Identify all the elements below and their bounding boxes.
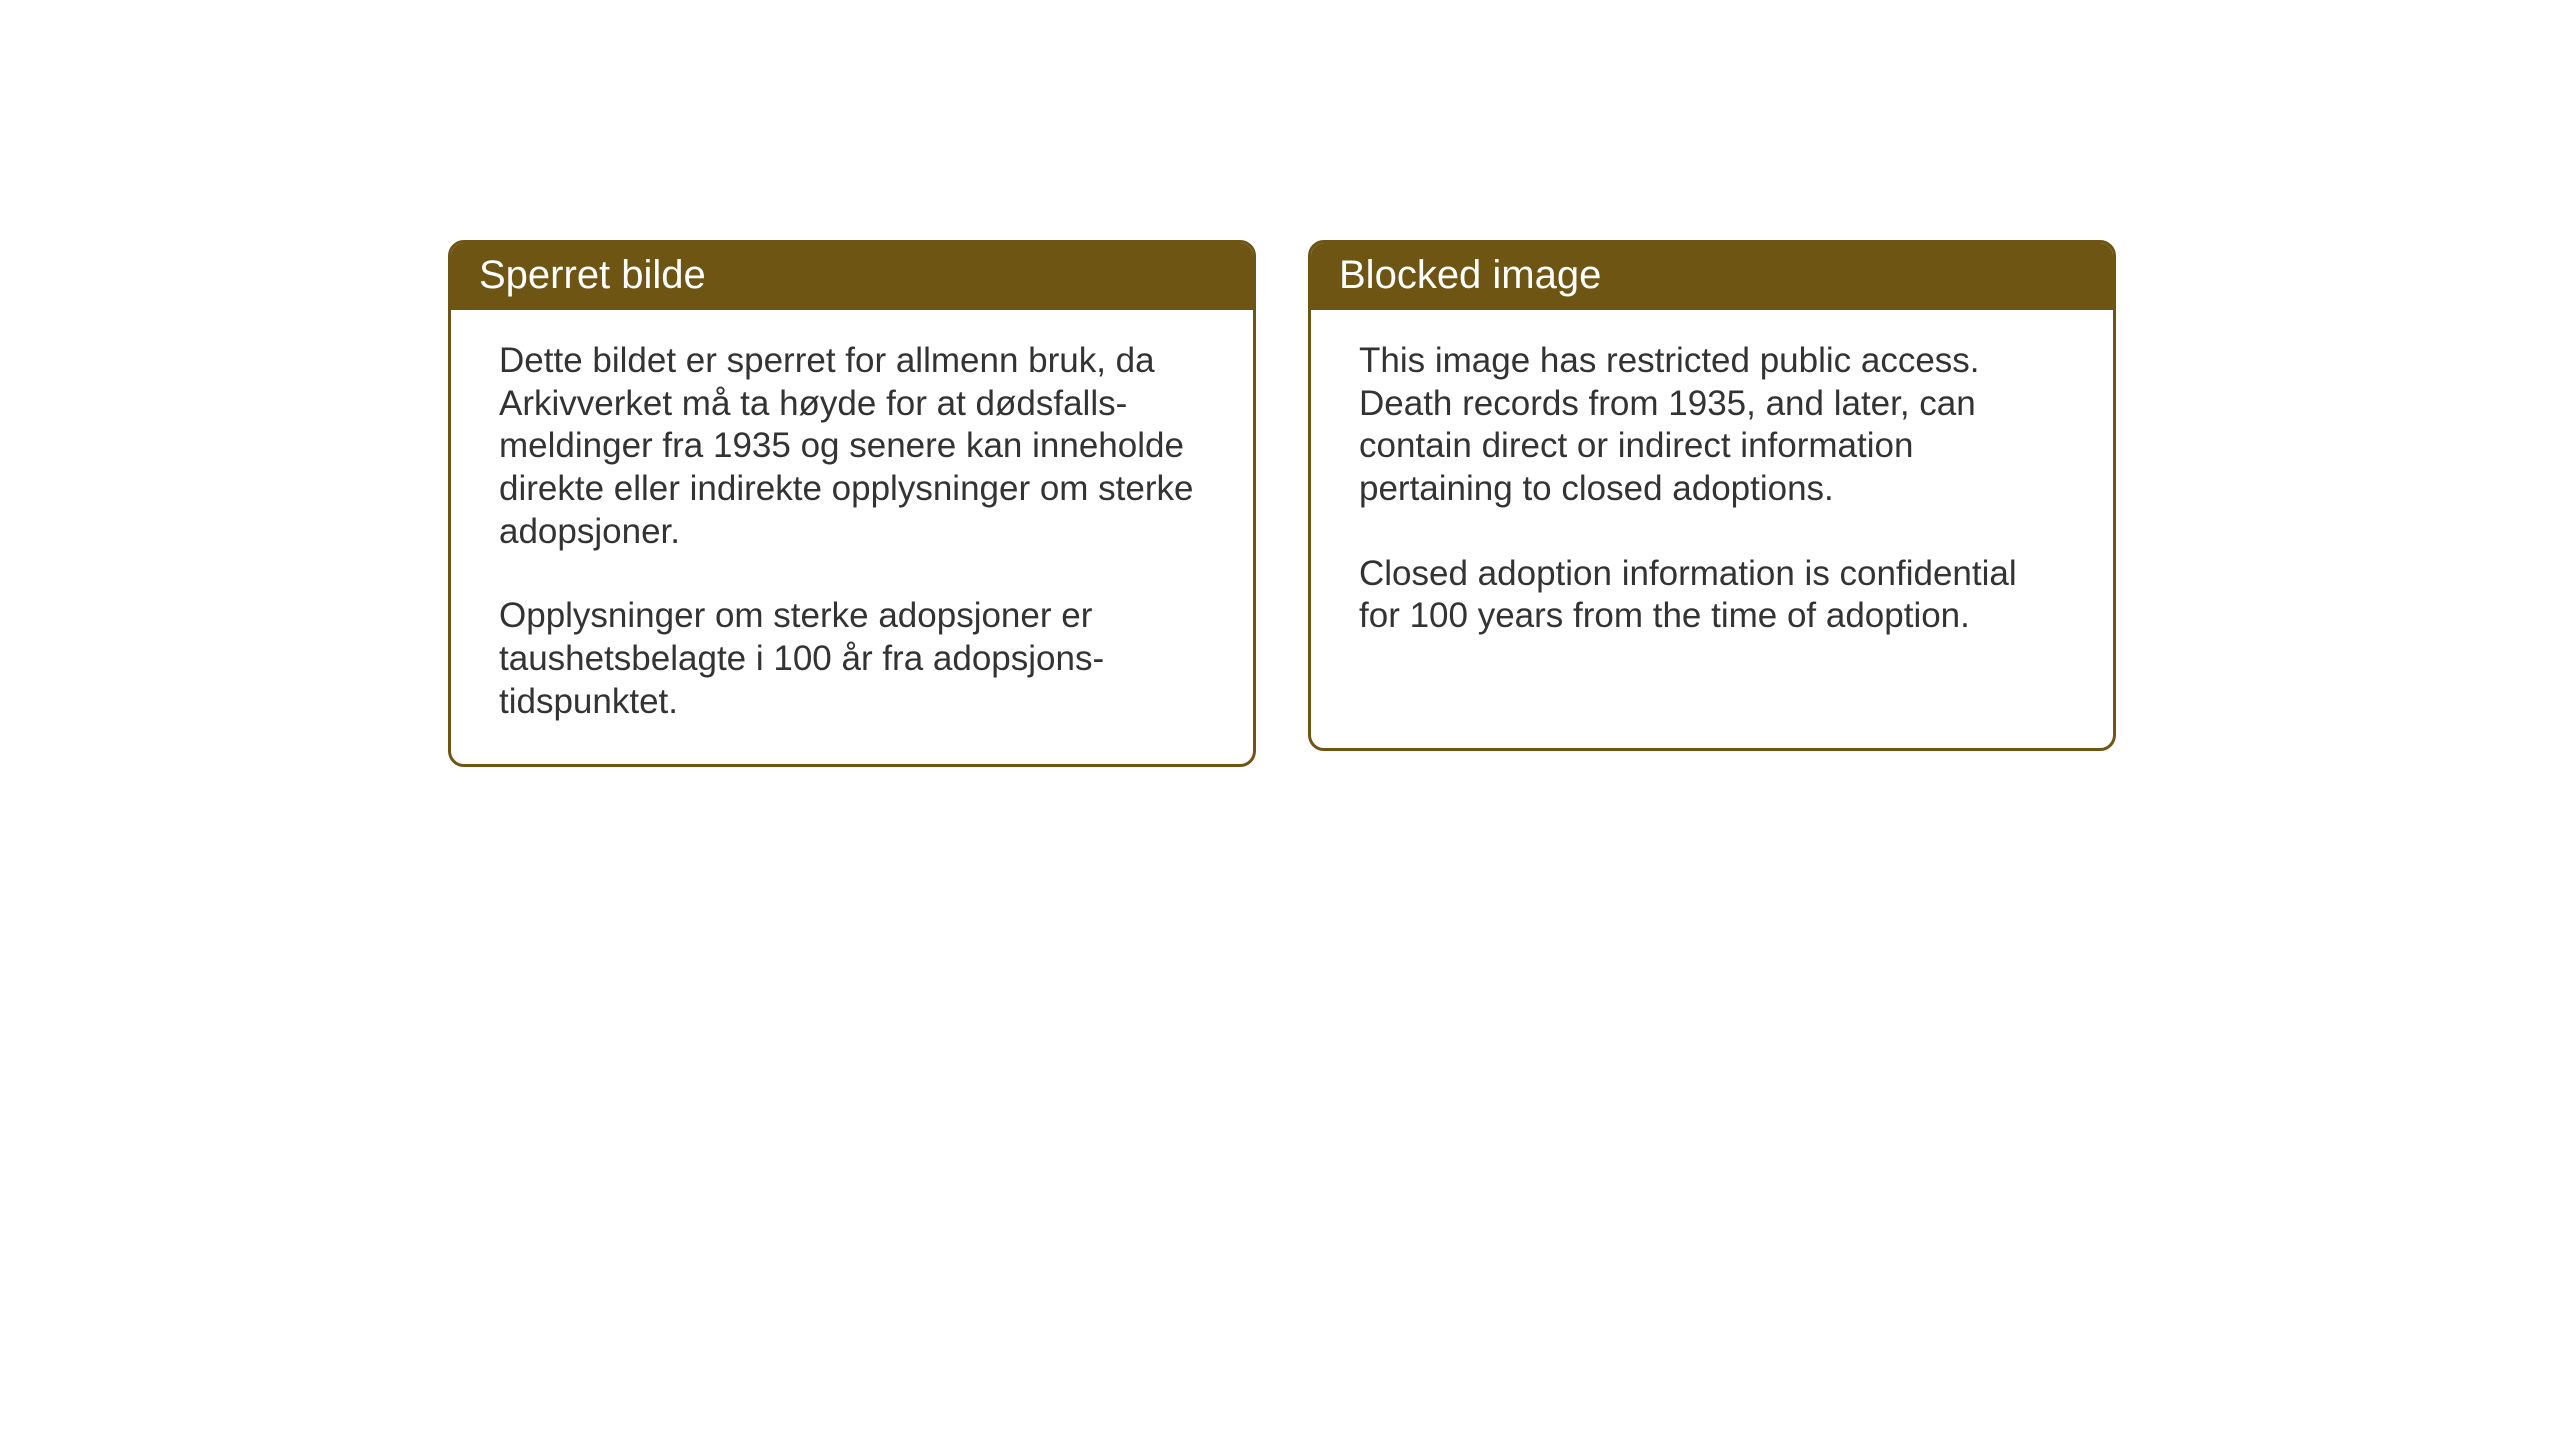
- notice-box-english: Blocked image This image has restricted …: [1308, 240, 2116, 751]
- notice-body-norwegian: Dette bildet er sperret for allmenn bruk…: [451, 310, 1253, 764]
- notice-paragraph-1-norwegian: Dette bildet er sperret for allmenn bruk…: [499, 340, 1205, 553]
- notice-container: Sperret bilde Dette bildet er sperret fo…: [448, 240, 2116, 767]
- notice-paragraph-2-norwegian: Opplysninger om sterke adopsjoner er tau…: [499, 595, 1205, 723]
- notice-paragraph-2-english: Closed adoption information is confident…: [1359, 553, 2065, 638]
- notice-paragraph-1-english: This image has restricted public access.…: [1359, 340, 2065, 511]
- notice-body-english: This image has restricted public access.…: [1311, 310, 2113, 678]
- notice-header-english: Blocked image: [1311, 243, 2113, 310]
- notice-header-norwegian: Sperret bilde: [451, 243, 1253, 310]
- notice-title-norwegian: Sperret bilde: [479, 253, 706, 297]
- notice-title-english: Blocked image: [1339, 253, 1601, 297]
- notice-box-norwegian: Sperret bilde Dette bildet er sperret fo…: [448, 240, 1256, 767]
